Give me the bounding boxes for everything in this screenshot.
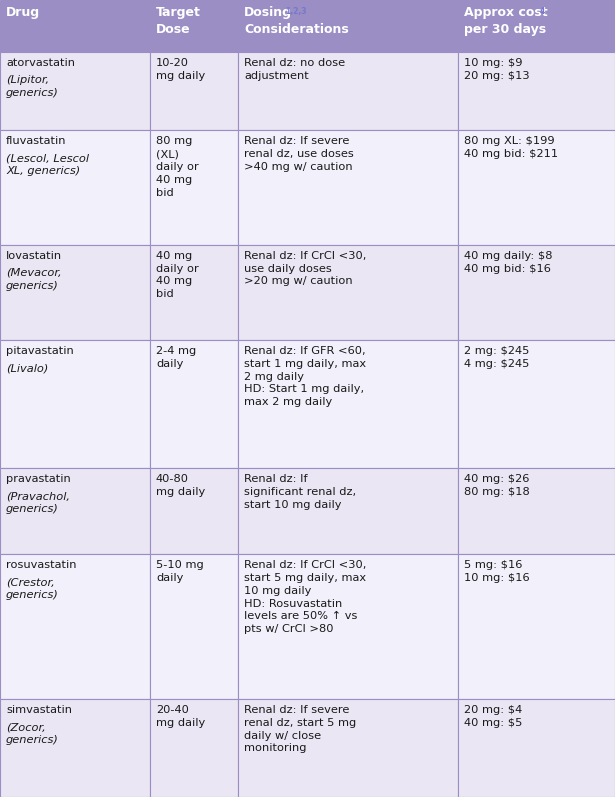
Bar [150,340,238,469]
Bar [458,469,615,554]
Text: Approx cost
per 30 days: Approx cost per 30 days [464,6,547,36]
Bar [0,340,150,469]
Text: (Pravachol,
generics): (Pravachol, generics) [6,492,70,514]
Text: Renal dz: If CrCl <30,
use daily doses
>20 mg w/ caution: Renal dz: If CrCl <30, use daily doses >… [244,251,367,286]
Bar [238,699,458,797]
Text: pitavastatin: pitavastatin [6,346,74,356]
Text: Renal dz: no dose
adjustment: Renal dz: no dose adjustment [244,58,345,81]
Text: lovastatin: lovastatin [6,251,62,261]
Text: (Lipitor,
generics): (Lipitor, generics) [6,76,59,98]
Bar [238,554,458,699]
Text: 40 mg: $26
80 mg: $18: 40 mg: $26 80 mg: $18 [464,474,530,497]
Bar [458,699,615,797]
Text: 40 mg daily: $8
40 mg bid: $16: 40 mg daily: $8 40 mg bid: $16 [464,251,552,273]
Text: atorvastatin: atorvastatin [6,58,75,69]
Text: 80 mg XL: $199
40 mg bid: $211: 80 mg XL: $199 40 mg bid: $211 [464,136,558,159]
Text: fluvastatin: fluvastatin [6,136,66,147]
Bar [0,53,150,131]
Text: (Lescol, Lescol
XL, generics): (Lescol, Lescol XL, generics) [6,154,89,176]
Text: 20 mg: $4
40 mg: $5: 20 mg: $4 40 mg: $5 [464,705,522,728]
Bar [458,131,615,245]
Text: 5-10 mg
daily: 5-10 mg daily [156,560,204,583]
Text: Renal dz: If CrCl <30,
start 5 mg daily, max
10 mg daily
HD: Rosuvastatin
levels: Renal dz: If CrCl <30, start 5 mg daily,… [244,560,367,634]
Bar [458,0,615,53]
Text: 2-4 mg
daily: 2-4 mg daily [156,346,196,369]
Text: 4: 4 [539,7,545,16]
Bar [150,245,238,340]
Bar [238,245,458,340]
Bar [238,0,458,53]
Text: Renal dz: If severe
renal dz, use doses
>40 mg w/ caution: Renal dz: If severe renal dz, use doses … [244,136,354,172]
Text: Target
Dose: Target Dose [156,6,201,36]
Bar [0,699,150,797]
Bar [0,554,150,699]
Text: Renal dz: If
significant renal dz,
start 10 mg daily: Renal dz: If significant renal dz, start… [244,474,356,510]
Text: (Mevacor,
generics): (Mevacor, generics) [6,268,62,291]
Bar [458,245,615,340]
Bar [458,554,615,699]
Text: 40-80
mg daily: 40-80 mg daily [156,474,205,497]
Bar [458,53,615,131]
Text: (Crestor,
generics): (Crestor, generics) [6,577,59,600]
Text: Renal dz: If severe
renal dz, start 5 mg
daily w/ close
monitoring: Renal dz: If severe renal dz, start 5 mg… [244,705,356,753]
Text: Drug: Drug [6,6,40,19]
Bar [238,53,458,131]
Text: 10 mg: $9
20 mg: $13: 10 mg: $9 20 mg: $13 [464,58,530,81]
Bar [150,131,238,245]
Text: 20-40
mg daily: 20-40 mg daily [156,705,205,728]
Text: 80 mg
(XL)
daily or
40 mg
bid: 80 mg (XL) daily or 40 mg bid [156,136,199,198]
Text: Dosing
Considerations: Dosing Considerations [244,6,349,36]
Bar [238,469,458,554]
Bar [0,469,150,554]
Bar [0,245,150,340]
Bar [458,340,615,469]
Text: rosuvastatin: rosuvastatin [6,560,76,570]
Text: pravastatin: pravastatin [6,474,71,485]
Text: (Livalo): (Livalo) [6,363,49,373]
Text: 5 mg: $16
10 mg: $16: 5 mg: $16 10 mg: $16 [464,560,530,583]
Bar [238,340,458,469]
Bar [150,554,238,699]
Bar [150,53,238,131]
Text: 40 mg
daily or
40 mg
bid: 40 mg daily or 40 mg bid [156,251,199,299]
Bar [0,131,150,245]
Text: simvastatin: simvastatin [6,705,72,715]
Text: (Zocor,
generics): (Zocor, generics) [6,722,59,745]
Bar [150,0,238,53]
Text: 1,2,3: 1,2,3 [285,7,307,16]
Bar [238,131,458,245]
Bar [150,469,238,554]
Text: Renal dz: If GFR <60,
start 1 mg daily, max
2 mg daily
HD: Start 1 mg daily,
max: Renal dz: If GFR <60, start 1 mg daily, … [244,346,366,407]
Bar [0,0,150,53]
Text: 10-20
mg daily: 10-20 mg daily [156,58,205,81]
Text: 2 mg: $245
4 mg: $245: 2 mg: $245 4 mg: $245 [464,346,530,369]
Bar [150,699,238,797]
